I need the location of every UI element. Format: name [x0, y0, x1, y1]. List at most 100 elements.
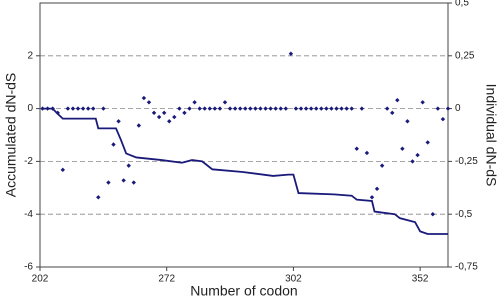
point [369, 195, 375, 200]
point [131, 180, 136, 185]
point [222, 100, 228, 105]
point [40, 106, 45, 111]
point [420, 100, 425, 105]
point [319, 106, 324, 111]
point [85, 106, 91, 111]
point [106, 180, 111, 185]
point [217, 106, 223, 111]
point [91, 106, 96, 111]
point [268, 106, 273, 111]
point [273, 106, 278, 111]
point [334, 106, 339, 111]
point [156, 114, 162, 120]
point [136, 123, 142, 128]
point [415, 152, 420, 158]
point [45, 106, 50, 111]
point [410, 159, 415, 164]
point [400, 146, 405, 151]
point [243, 106, 248, 111]
point [435, 106, 441, 111]
point [374, 186, 380, 192]
point [80, 106, 86, 111]
point [278, 106, 283, 111]
point [263, 106, 268, 111]
point [339, 106, 344, 111]
y-tick-label: -4 [24, 209, 33, 220]
x-axis-label: Number of codon [190, 283, 297, 299]
y2-tick-label: 0,5 [455, 0, 469, 9]
x-tick-label: 352 [412, 274, 429, 285]
y2-axis-label: Individual dN-dS [483, 84, 499, 187]
point [227, 106, 233, 111]
point [126, 163, 131, 168]
point [440, 116, 446, 122]
point [70, 106, 76, 111]
y2-tick-label: -0,5 [455, 209, 473, 220]
point [96, 195, 101, 200]
point [202, 106, 207, 111]
point [50, 106, 55, 111]
point [405, 119, 410, 124]
point [253, 106, 258, 111]
y-tick-label: 0 [27, 103, 33, 114]
point [349, 106, 354, 111]
point [192, 100, 197, 105]
point [364, 150, 370, 156]
y2-tick-label: 0 [455, 103, 461, 114]
y-tick-label: -6 [24, 262, 33, 273]
point [167, 119, 172, 124]
y2-tick-label: -0,25 [455, 156, 478, 167]
point [65, 106, 71, 111]
point [298, 106, 304, 111]
point [212, 106, 218, 111]
point [182, 110, 187, 116]
point [390, 110, 395, 116]
point [303, 106, 309, 111]
point [354, 146, 359, 151]
point [288, 51, 294, 56]
point [101, 106, 106, 111]
y-axis-label: Accumulated dN-dS [3, 73, 19, 198]
point [141, 95, 147, 101]
point [121, 178, 126, 183]
point [430, 212, 435, 217]
point [177, 106, 182, 111]
point [384, 106, 390, 111]
point [248, 106, 253, 111]
point [445, 106, 451, 111]
x-tick-label: 272 [158, 274, 175, 285]
x-tick-label: 302 [285, 274, 302, 285]
accumulated-line [42, 107, 448, 235]
point [324, 106, 329, 111]
point [293, 106, 299, 111]
y2-tick-label: -0,75 [455, 262, 478, 273]
point [197, 106, 202, 111]
point [329, 106, 334, 111]
x-tick-label: 202 [32, 274, 49, 285]
point [379, 163, 385, 168]
point [172, 114, 177, 120]
point [308, 106, 314, 111]
point [60, 167, 66, 173]
point [425, 140, 430, 145]
point [395, 97, 400, 103]
point [359, 106, 365, 111]
point [258, 106, 263, 111]
point [161, 110, 167, 116]
point [187, 106, 192, 111]
point [237, 106, 243, 111]
point [232, 106, 238, 111]
point [146, 100, 152, 105]
point [207, 106, 212, 111]
point [111, 142, 116, 147]
y-tick-label: -2 [24, 156, 33, 167]
point [116, 119, 121, 124]
point [344, 106, 349, 111]
y2-tick-label: 0,25 [455, 50, 475, 61]
point [283, 106, 289, 111]
y-tick-label: 2 [27, 50, 33, 61]
point [55, 110, 60, 116]
point [75, 106, 81, 111]
